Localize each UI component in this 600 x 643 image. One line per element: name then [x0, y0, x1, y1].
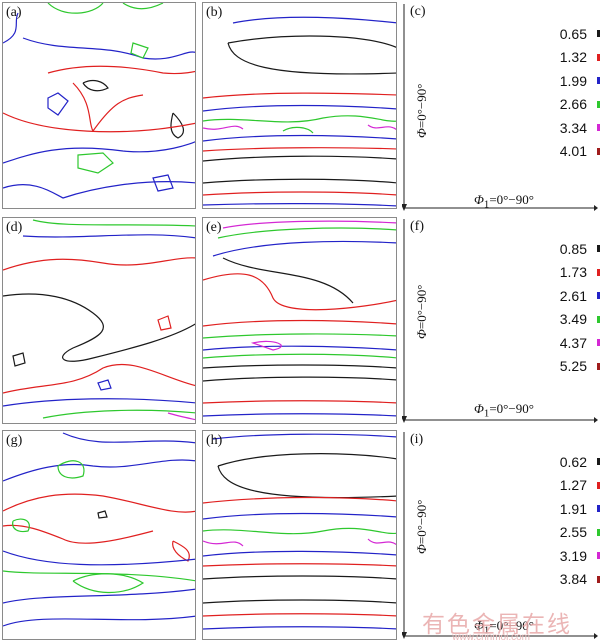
legend-item: 4.37	[514, 331, 600, 355]
legend-item: 3.34	[514, 116, 600, 140]
panel-label: (i)	[410, 432, 424, 447]
watermark-url: www.cnnmol.com	[452, 632, 530, 643]
contour-plot-g	[3, 432, 195, 627]
legend-item: 0.65	[514, 22, 600, 46]
contour-legend: 0.62 1.27 1.91 2.55 3.19 3.84	[514, 450, 600, 591]
panel-label: (g)	[6, 433, 23, 448]
legend-item: 2.66	[514, 93, 600, 117]
phi1-horizontal-label: Φ1=0°−90°	[474, 618, 534, 637]
contour-plot-h	[203, 433, 396, 630]
legend-item: 1.27	[514, 474, 600, 498]
panel-label: (a)	[6, 5, 22, 20]
panel-label: (h)	[206, 433, 223, 448]
contour-plot-b	[203, 16, 396, 207]
legend-panel-f: (f) 0.85 1.73 2.61 3.49 4.37 5.25 Φ=0°−9…	[402, 217, 600, 424]
phi-vertical-label: Φ=0°−90°	[414, 284, 429, 339]
odf-panel-d: (d)	[2, 217, 196, 424]
axes-key	[402, 219, 598, 423]
legend-panel-i: (i) 0.62 1.27 1.91 2.55 3.19 3.84 Φ=0°−9…	[402, 430, 600, 640]
phi1-horizontal-label: Φ1=0°−90°	[474, 401, 534, 420]
phi-vertical-label: Φ=0°−90°	[414, 83, 429, 138]
legend-item: 0.85	[514, 237, 600, 261]
axes-key	[402, 4, 598, 211]
odf-panel-e: (e)	[202, 217, 397, 424]
legend-item: 4.01	[514, 140, 600, 164]
contour-plot-a	[3, 3, 195, 199]
contour-legend: 0.85 1.73 2.61 3.49 4.37 5.25	[514, 237, 600, 378]
legend-panel-c: (c) 0.65 1.32 1.99 2.66 3.34 4.01 Φ=0°−9…	[402, 2, 600, 212]
legend-item: 0.62	[514, 450, 600, 474]
legend-item: 3.19	[514, 544, 600, 568]
legend-item: 1.32	[514, 46, 600, 70]
legend-item: 3.84	[514, 568, 600, 592]
panel-label: (c)	[410, 4, 426, 19]
panel-label: (e)	[206, 220, 222, 235]
axes-key	[402, 432, 598, 639]
watermark-text: 有色金属在线	[422, 612, 572, 638]
odf-panel-b: (b)	[202, 2, 397, 209]
panel-label: (f)	[410, 219, 424, 234]
odf-panel-g: (g)	[2, 430, 196, 640]
panel-label: (d)	[6, 220, 23, 235]
panel-label: (b)	[206, 5, 223, 20]
legend-item: 2.61	[514, 284, 600, 308]
legend-item: 1.91	[514, 497, 600, 521]
legend-item: 1.99	[514, 69, 600, 93]
contour-plot-e	[203, 220, 396, 417]
legend-item: 2.55	[514, 521, 600, 545]
legend-item: 3.49	[514, 308, 600, 332]
odf-panel-a: (a)	[2, 2, 196, 209]
phi-vertical-label: Φ=0°−90°	[414, 499, 429, 554]
legend-item: 1.73	[514, 261, 600, 285]
contour-plot-d	[3, 219, 195, 421]
contour-legend: 0.65 1.32 1.99 2.66 3.34 4.01	[514, 22, 600, 163]
odf-panel-h: (h)	[202, 430, 397, 640]
legend-item: 5.25	[514, 355, 600, 379]
phi1-horizontal-label: Φ1=0°−90°	[474, 192, 534, 211]
